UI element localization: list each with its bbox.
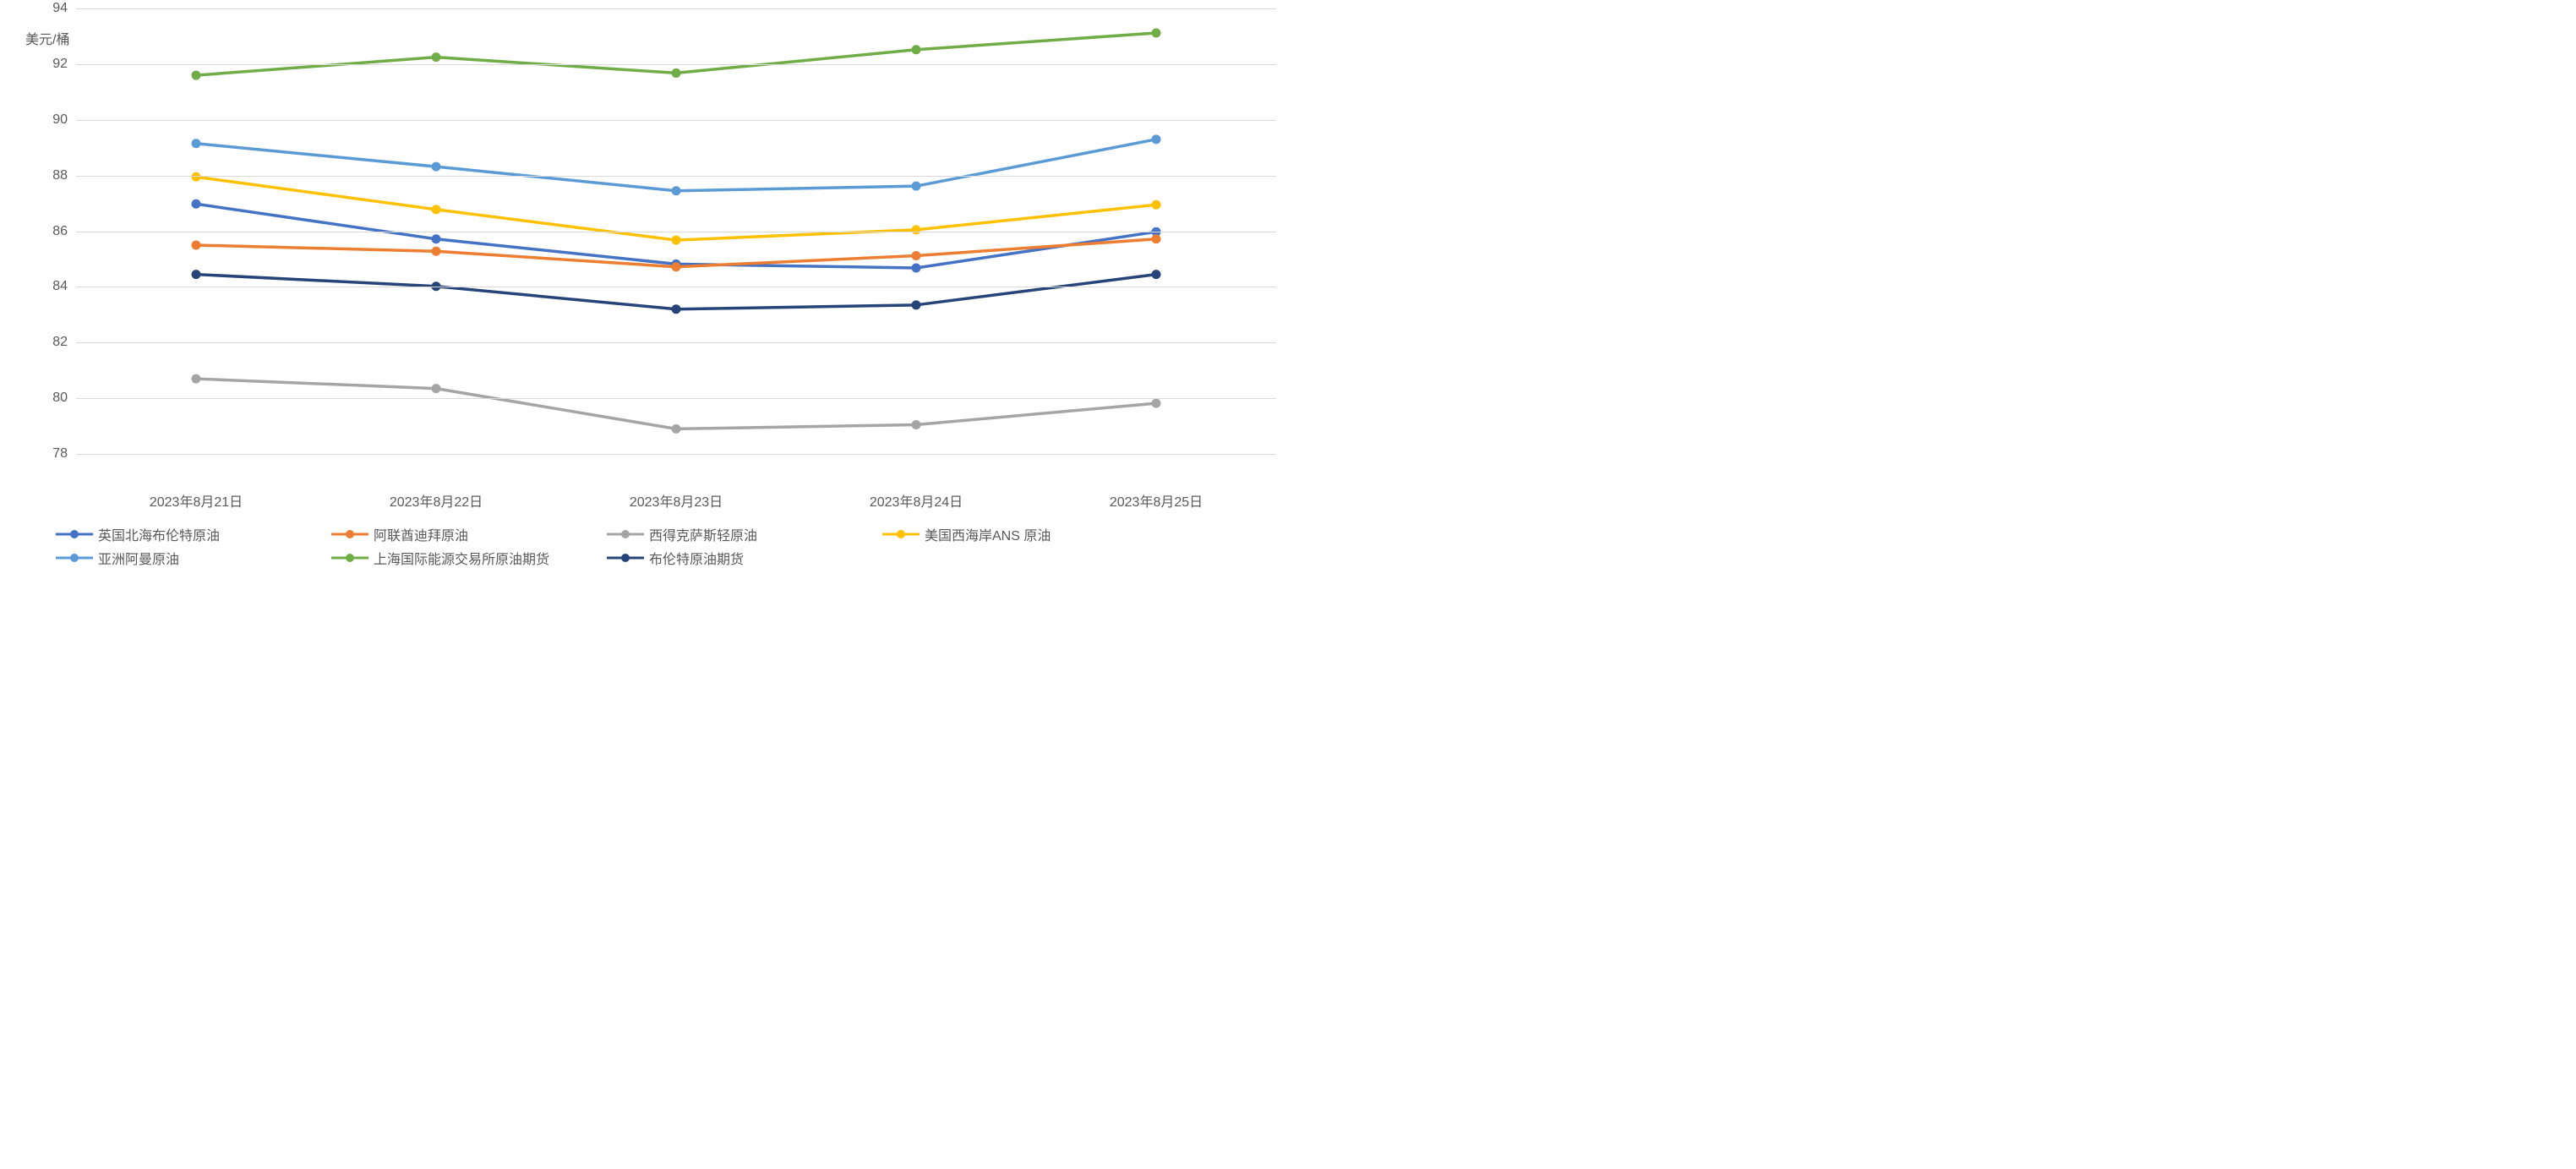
plot-area: 美元/桶 7880828486889092942023年8月21日2023年8月… [76,8,1276,482]
legend-label: 英国北海布伦特原油 [98,524,220,544]
legend-swatch [56,528,93,540]
series-marker [912,45,921,54]
series-marker [1152,234,1161,243]
legend-swatch [331,528,368,540]
legend-item: 布伦特原油期货 [607,548,882,568]
series-marker [1152,270,1161,279]
series-marker [192,241,201,250]
series-marker [1152,200,1161,210]
legend-item: 上海国际能源交易所原油期货 [331,548,607,568]
series-marker [912,251,921,260]
gridline [76,64,1276,65]
series-marker [192,172,201,182]
legend-swatch [882,528,920,540]
gridline [76,342,1276,343]
y-tick-label: 84 [52,279,76,294]
series-marker [672,68,681,78]
series-marker [912,182,921,191]
legend-item: 美国西海岸ANS 原油 [882,524,1158,544]
gridline [76,176,1276,177]
series-marker [192,374,201,384]
series-line [196,379,1156,429]
series-marker [672,262,681,271]
x-tick-label: 2023年8月24日 [870,482,963,511]
legend-swatch [56,552,93,564]
series-marker [912,420,921,429]
series-marker [912,264,921,273]
legend-swatch [607,528,644,540]
gridline [76,120,1276,121]
legend-item: 西得克萨斯轻原油 [607,524,882,544]
legend-item: 亚洲阿曼原油 [56,548,331,568]
series-marker [1152,134,1161,144]
legend-label: 布伦特原油期货 [649,548,744,568]
x-tick-label: 2023年8月23日 [630,482,723,511]
legend-label: 西得克萨斯轻原油 [649,524,757,544]
gridline [76,454,1276,455]
y-tick-label: 92 [52,57,76,72]
y-tick-label: 88 [52,168,76,183]
series-marker [432,234,441,243]
series-marker [1152,28,1161,37]
gridline [76,398,1276,399]
series-marker [192,139,201,148]
series-marker [912,300,921,309]
series-marker [672,186,681,195]
legend: 英国北海布伦特原油 阿联酋迪拜原油 西得克萨斯轻原油 美国西海岸ANS 原油亚洲阿曼原… [56,524,1271,568]
oil-price-chart: 美元/桶 78 80 82 84 86 88 90 92 94 2023年8月21日 2023年8月… [0,0,1288,584]
series-marker [672,304,681,314]
series-line [196,275,1156,309]
legend-label: 阿联酋迪拜原油 [374,524,468,544]
legend-swatch [607,552,644,564]
legend-item: 阿联酋迪拜原油 [331,524,607,544]
legend-label: 亚洲阿曼原油 [98,548,179,568]
y-tick-label: 78 [52,446,76,462]
chart-svg [76,8,1276,482]
x-tick-label: 2023年8月22日 [390,482,483,511]
legend-swatch [331,552,368,564]
series-marker [432,162,441,172]
series-marker [432,247,441,256]
x-tick-label: 2023年8月21日 [150,482,243,511]
series-marker [192,71,201,80]
y-tick-label: 82 [52,335,76,350]
series-marker [432,205,441,214]
y-tick-label: 90 [52,112,76,128]
legend-label: 美国西海岸ANS 原油 [925,524,1051,544]
legend-item: 英国北海布伦特原油 [56,524,331,544]
series-line [196,139,1156,191]
series-marker [1152,399,1161,408]
y-tick-label: 94 [52,1,76,16]
y-axis-label: 美元/桶 [25,28,69,48]
series-marker [432,52,441,62]
x-tick-label: 2023年8月25日 [1110,482,1203,511]
y-tick-label: 86 [52,224,76,239]
y-tick-label: 80 [52,391,76,406]
series-marker [912,225,921,234]
series-marker [672,424,681,434]
gridline [76,8,1276,9]
series-marker [672,236,681,245]
series-marker [432,384,441,393]
series-marker [192,199,201,209]
legend-label: 上海国际能源交易所原油期货 [374,548,549,568]
series-marker [192,270,201,279]
